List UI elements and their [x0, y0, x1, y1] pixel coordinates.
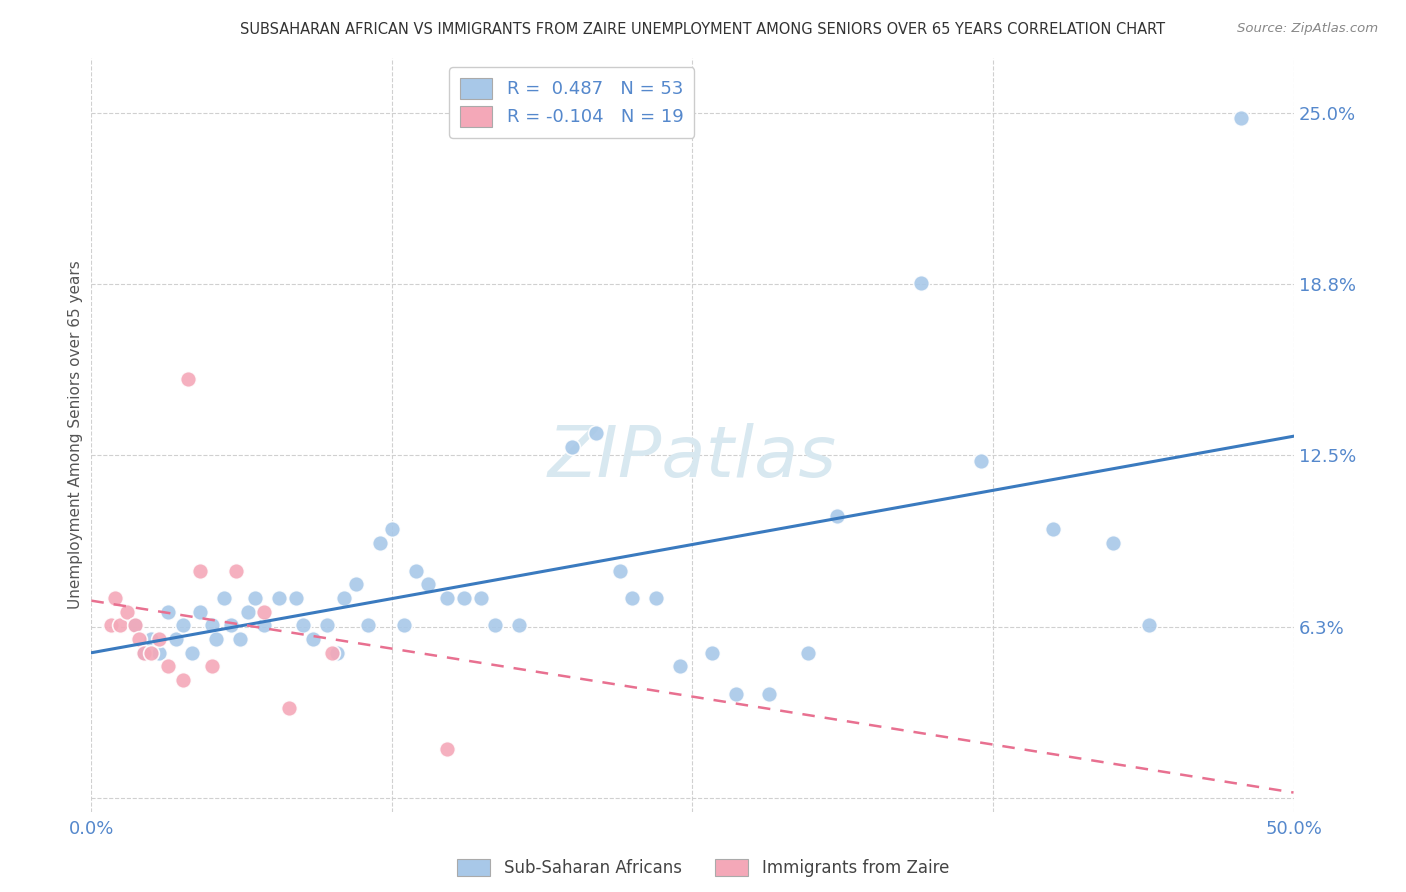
Point: [1137, 618, 1160, 632]
Point: [124, 618, 146, 632]
Point: [100, 618, 122, 632]
Point: [436, 591, 458, 605]
Point: [669, 659, 692, 673]
Point: [205, 632, 228, 646]
Point: [436, 741, 458, 756]
Point: [212, 591, 235, 605]
Point: [621, 591, 644, 605]
Legend: R =  0.487   N = 53, R = -0.104   N = 19: R = 0.487 N = 53, R = -0.104 N = 19: [449, 67, 695, 137]
Point: [321, 646, 343, 660]
Point: [277, 700, 299, 714]
Point: [124, 618, 146, 632]
Point: [172, 673, 194, 688]
Point: [910, 276, 932, 290]
Text: SUBSAHARAN AFRICAN VS IMMIGRANTS FROM ZAIRE UNEMPLOYMENT AMONG SENIORS OVER 65 Y: SUBSAHARAN AFRICAN VS IMMIGRANTS FROM ZA…: [240, 22, 1166, 37]
Point: [165, 632, 187, 646]
Point: [291, 618, 314, 632]
Point: [609, 564, 631, 578]
Y-axis label: Unemployment Among Seniors over 65 years: Unemployment Among Seniors over 65 years: [67, 260, 83, 609]
Point: [141, 632, 163, 646]
Point: [333, 591, 356, 605]
Text: ZIPatlas: ZIPatlas: [548, 423, 837, 492]
Point: [134, 646, 156, 660]
Point: [392, 618, 415, 632]
Point: [357, 618, 380, 632]
Point: [134, 646, 156, 660]
Point: [225, 564, 247, 578]
Point: [484, 618, 506, 632]
Point: [201, 618, 224, 632]
Point: [104, 591, 127, 605]
Point: [172, 618, 194, 632]
Point: [229, 632, 252, 646]
Point: [508, 618, 530, 632]
Point: [1102, 536, 1125, 550]
Point: [724, 687, 747, 701]
Point: [176, 372, 198, 386]
Point: [188, 564, 211, 578]
Point: [128, 632, 150, 646]
Point: [453, 591, 475, 605]
Point: [219, 618, 242, 632]
Point: [585, 426, 607, 441]
Point: [758, 687, 780, 701]
Point: [188, 605, 211, 619]
Point: [284, 591, 307, 605]
Point: [1229, 112, 1251, 126]
Point: [157, 659, 180, 673]
Point: [325, 646, 347, 660]
Point: [797, 646, 820, 660]
Legend: Sub-Saharan Africans, Immigrants from Zaire: Sub-Saharan Africans, Immigrants from Za…: [450, 852, 956, 884]
Point: [381, 523, 404, 537]
Point: [236, 605, 259, 619]
Point: [825, 508, 848, 523]
Point: [181, 646, 204, 660]
Point: [117, 605, 139, 619]
Point: [1042, 523, 1064, 537]
Point: [148, 632, 170, 646]
Point: [253, 605, 276, 619]
Point: [148, 646, 170, 660]
Point: [316, 618, 339, 632]
Point: [416, 577, 439, 591]
Point: [470, 591, 492, 605]
Point: [561, 440, 583, 454]
Point: [253, 618, 276, 632]
Point: [141, 646, 163, 660]
Point: [110, 618, 132, 632]
Point: [344, 577, 367, 591]
Point: [157, 605, 180, 619]
Point: [301, 632, 323, 646]
Point: [645, 591, 668, 605]
Point: [201, 659, 224, 673]
Point: [243, 591, 266, 605]
Text: Source: ZipAtlas.com: Source: ZipAtlas.com: [1237, 22, 1378, 36]
Point: [267, 591, 290, 605]
Point: [405, 564, 427, 578]
Point: [700, 646, 723, 660]
Point: [368, 536, 391, 550]
Point: [970, 454, 993, 468]
